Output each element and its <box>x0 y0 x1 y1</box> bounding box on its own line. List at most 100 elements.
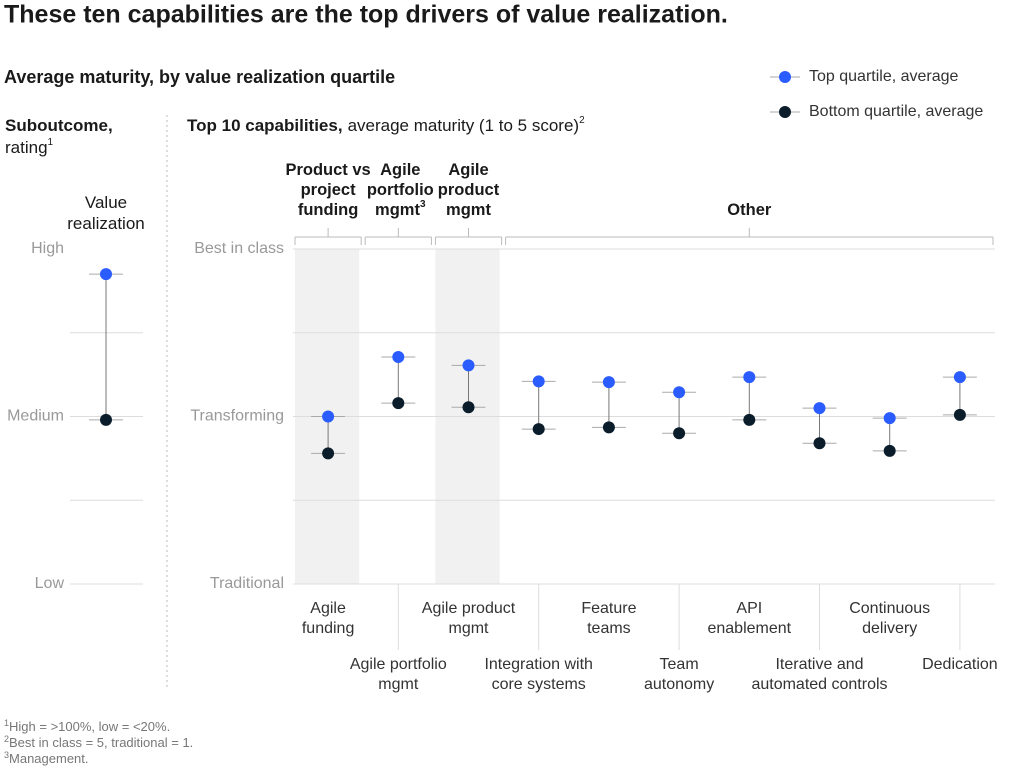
x-tick-label: Agile portfolio mgmt <box>350 656 447 693</box>
group-label-line: portfolio <box>367 181 434 199</box>
dot <box>743 371 756 384</box>
legend-label: Top quartile, average <box>809 68 959 85</box>
x-tick-label-line: mgmt <box>449 620 490 637</box>
group-label: Agile product mgmt <box>438 161 500 219</box>
x-tick-label-line: automated controls <box>751 676 887 693</box>
panel-header: Top 10 capabilities, average maturity (1 … <box>187 115 585 136</box>
note-mark: 2 <box>579 115 585 126</box>
note-mark: 1 <box>48 137 54 148</box>
category-label-line: Value <box>85 193 127 212</box>
x-tick-label-line: teams <box>587 620 631 637</box>
dot <box>673 427 686 440</box>
footnote: 3Management. <box>4 750 89 766</box>
x-tick-label: Continuous delivery <box>849 600 930 637</box>
x-tick-label-line: core systems <box>492 676 586 693</box>
x-tick-label: Team autonomy <box>644 656 714 693</box>
page-title: These ten capabilities are the top drive… <box>4 1 728 29</box>
dot <box>462 401 475 414</box>
y-tick-label: Best in class <box>194 240 284 257</box>
category-label-line: realization <box>67 214 145 233</box>
x-tick-label-line: Agile product <box>422 600 516 617</box>
dot <box>883 412 896 425</box>
x-tick-label: Iterative and automated controls <box>751 656 887 693</box>
panel-subtitle: average maturity (1 to 5 score) <box>348 116 579 135</box>
dot <box>462 359 475 372</box>
dot <box>392 351 405 364</box>
group-label-line: mgmt <box>375 201 420 219</box>
footnote-text: High = >100%, low = <20%. <box>9 719 170 734</box>
x-tick-label: Agile product mgmt <box>422 600 516 637</box>
group-label: Other <box>727 201 772 219</box>
legend-dot <box>779 106 791 118</box>
x-tick-label-line: API <box>736 600 762 617</box>
dot <box>813 402 826 415</box>
x-tick-label-line: Agile portfolio <box>350 656 447 673</box>
group-label-line: Other <box>727 201 772 219</box>
y-tick-label: Low <box>35 575 65 592</box>
group-label: Agile portfolio mgmt3 <box>367 161 434 219</box>
page-subtitle: Average maturity, by value realization q… <box>4 67 395 87</box>
dot <box>953 371 966 384</box>
dot <box>673 386 686 399</box>
panel-subtitle: rating1 <box>5 137 54 158</box>
panel-subtitle-text: rating <box>5 138 48 157</box>
y-tick-label: Transforming <box>190 408 284 425</box>
x-tick-label: API enablement <box>707 600 791 637</box>
x-tick-label-line: Dedication <box>922 656 998 673</box>
dot <box>813 437 826 450</box>
footnote: 1High = >100%, low = <20%. <box>4 718 170 734</box>
category-label: Value realization <box>67 193 145 233</box>
x-tick-label: Integration with core systems <box>484 656 593 693</box>
x-tick-label-line: Continuous <box>849 600 930 617</box>
x-tick-label-line: funding <box>302 620 355 637</box>
dot <box>602 421 615 434</box>
group-label-line: funding <box>298 201 358 219</box>
dot <box>100 268 112 281</box>
footnote: 2Best in class = 5, traditional = 1. <box>4 734 193 750</box>
x-tick-label-line: autonomy <box>644 676 714 693</box>
x-tick-label-line: Integration with <box>484 656 593 673</box>
dot <box>883 444 896 457</box>
dot <box>532 423 545 436</box>
x-tick-label-line: delivery <box>862 620 917 637</box>
x-tick-label: Dedication <box>922 656 998 673</box>
panel-title: Top 10 capabilities, <box>187 116 343 135</box>
panel-header: Suboutcome, <box>5 116 113 135</box>
x-tick-label-line: Agile <box>310 600 346 617</box>
group-label-line: project <box>301 181 357 199</box>
note-mark: 2 <box>4 734 9 744</box>
dot <box>953 408 966 421</box>
y-tick-label: High <box>31 240 64 257</box>
note-mark: 3 <box>420 199 426 210</box>
dot <box>532 375 545 388</box>
y-tick-label: Medium <box>7 408 64 425</box>
x-tick-label: Feature teams <box>581 600 636 637</box>
note-mark: 1 <box>4 718 9 728</box>
y-tick-label: Traditional <box>210 575 284 592</box>
panel-title: Suboutcome, <box>5 116 113 135</box>
group-label-line: mgmt <box>446 201 491 219</box>
group-label-line: Agile <box>380 161 420 179</box>
x-tick-label: Agile funding <box>302 600 355 637</box>
x-tick-label-line: mgmt <box>378 676 419 693</box>
group-label: Product vs project funding <box>285 161 370 219</box>
group-label-line: product <box>438 181 500 199</box>
x-tick-label-line: Team <box>660 656 699 673</box>
legend-dot <box>779 71 791 83</box>
x-tick-label-line: Iterative and <box>775 656 863 673</box>
dot <box>743 413 756 426</box>
group-label-line: Product vs <box>285 161 370 179</box>
dot <box>602 376 615 389</box>
note-mark: 3 <box>4 750 9 760</box>
group-label-line: Agile <box>448 161 488 179</box>
dot <box>322 447 335 460</box>
footnote-text: Management. <box>9 751 89 766</box>
legend-label: Bottom quartile, average <box>809 103 983 120</box>
footnote-text: Best in class = 5, traditional = 1. <box>9 735 193 750</box>
x-tick-label-line: enablement <box>707 620 791 637</box>
dot <box>100 413 112 426</box>
dot <box>392 397 405 410</box>
dot <box>322 410 335 423</box>
x-tick-label-line: Feature <box>581 600 636 617</box>
